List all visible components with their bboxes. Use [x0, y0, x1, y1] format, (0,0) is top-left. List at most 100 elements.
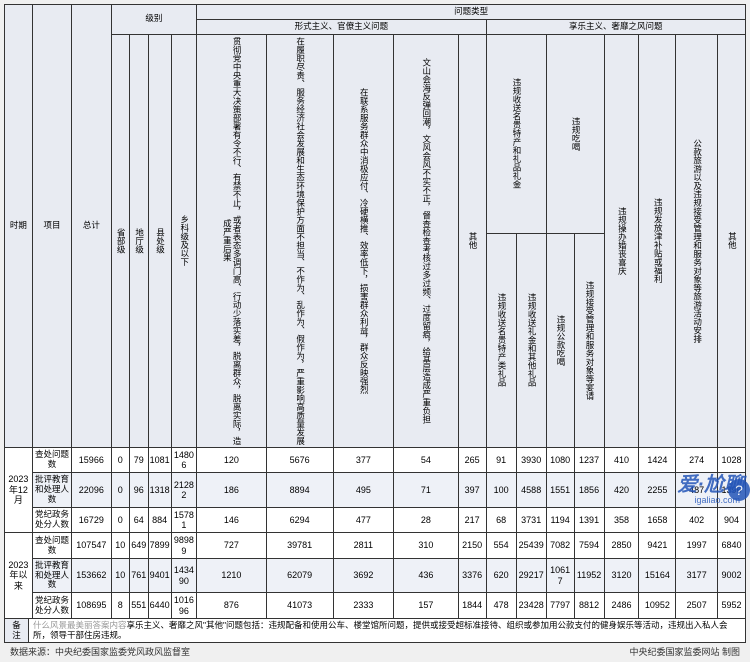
stats-table: 时期 项目 总计 级别 问题类型 形式主义、官僚主义问题 享乐主义、奢靡之风问题…: [4, 4, 746, 619]
data-cell: 3930: [516, 447, 546, 473]
data-cell: 8: [111, 593, 130, 619]
data-cell: 15164: [639, 558, 676, 592]
data-cell: 39781: [266, 533, 333, 559]
data-cell: 397: [458, 473, 486, 507]
note-label: 备注: [5, 618, 29, 643]
data-cell: 10: [111, 533, 130, 559]
data-cell: 0: [111, 473, 130, 507]
data-cell: 6440: [148, 593, 171, 619]
data-cell: 1424: [639, 447, 676, 473]
hdr-b3: 违规操办婚丧喜庆: [604, 34, 639, 447]
row-label: 批评教育和处理人数: [32, 558, 71, 592]
table-body: 2023年12月查处问题数159660791081148061205676377…: [5, 447, 746, 618]
data-cell: 761: [130, 558, 149, 592]
data-cell: 410: [604, 447, 639, 473]
data-cell: 9002: [718, 558, 746, 592]
data-cell: 11952: [574, 558, 604, 592]
data-cell: 91: [486, 447, 516, 473]
hdr-a4: 文山会海反弹回潮，文风会风不实不正，督查检查考核过多过频、过度留痕，给基层造成严…: [393, 34, 458, 447]
table-row: 2023年12月查处问题数159660791081148061205676377…: [5, 447, 746, 473]
hdr-level-group: 级别: [111, 5, 197, 35]
data-cell: 9421: [639, 533, 676, 559]
table-row: 批评教育和处理人数2209609613182128218688944957139…: [5, 473, 746, 507]
data-cell: 7594: [574, 533, 604, 559]
hdr-group-a: 形式主义、官僚主义问题: [197, 19, 486, 34]
hdr-b2a: 违规公款吃喝: [546, 233, 574, 447]
data-cell: 21282: [171, 473, 196, 507]
hdr-l1: 省部级: [111, 34, 130, 447]
data-cell: 54: [393, 447, 458, 473]
data-cell: 15966: [72, 447, 111, 473]
data-cell: 6840: [718, 533, 746, 559]
data-cell: 4588: [516, 473, 546, 507]
data-cell: 2486: [604, 593, 639, 619]
data-cell: 1237: [574, 447, 604, 473]
data-cell: 10952: [639, 593, 676, 619]
data-cell: 120: [197, 447, 266, 473]
data-cell: 7899: [148, 533, 171, 559]
row-label: 查处问题数: [32, 533, 71, 559]
data-cell: 79: [130, 447, 149, 473]
data-cell: 551: [130, 593, 149, 619]
hdr-group-b: 享乐主义、奢靡之风问题: [486, 19, 745, 34]
data-cell: 310: [393, 533, 458, 559]
period-cell: 2023年以来: [5, 533, 33, 619]
data-cell: 23428: [516, 593, 546, 619]
bottom-bar: 数据来源：中央纪委国家监委党风政风监督室 中央纪委国家监委网站 制图: [4, 643, 746, 658]
hdr-problem-type: 问题类型: [197, 5, 746, 20]
data-cell: 436: [393, 558, 458, 592]
data-cell: 1081: [148, 447, 171, 473]
data-cell: 649: [130, 533, 149, 559]
data-cell: 96: [130, 473, 149, 507]
hdr-b4: 违规发放津补贴或福利: [639, 34, 676, 447]
data-cell: 9401: [148, 558, 171, 592]
data-cell: 3692: [333, 558, 393, 592]
data-cell: 62079: [266, 558, 333, 592]
hdr-a5: 其他: [458, 34, 486, 447]
data-cell: 1318: [148, 473, 171, 507]
hdr-total: 总计: [72, 5, 111, 448]
data-cell: 101696: [171, 593, 196, 619]
hdr-b5: 公款旅游以及违规接受管理和服务对象等旅游活动安排: [676, 34, 718, 447]
note-text: 什么风景最美丽答案内容享乐主义、奢靡之风"其他"问题包括：违规配备和使用公车、楼…: [29, 618, 746, 643]
data-cell: 14806: [171, 447, 196, 473]
data-cell: 10617: [546, 558, 574, 592]
data-cell: 2811: [333, 533, 393, 559]
data-cell: 7797: [546, 593, 574, 619]
data-cell: 2507: [676, 593, 718, 619]
data-cell: 157: [393, 593, 458, 619]
hdr-project: 项目: [32, 5, 71, 448]
data-cell: 7082: [546, 533, 574, 559]
data-cell: 143490: [171, 558, 196, 592]
data-cell: 274: [676, 447, 718, 473]
data-cell: 1210: [197, 558, 266, 592]
watermark-icon: ?: [728, 479, 750, 501]
hdr-a2: 在履职尽责、服务经济社会发展和生态环境保护方面不担当、不作为、乱作为、假作为，严…: [266, 34, 333, 447]
row-label: 批评教育和处理人数: [32, 473, 71, 507]
table-row: 党纪政务处分人数10869585516440101696876410732333…: [5, 593, 746, 619]
data-cell: 495: [333, 473, 393, 507]
data-cell: 3376: [458, 558, 486, 592]
data-cell: 265: [458, 447, 486, 473]
hdr-l2: 地厅级: [130, 34, 149, 447]
hdr-b1g: 违规收送名贵特产和礼品礼金: [486, 34, 546, 233]
row-label: 查处问题数: [32, 447, 71, 473]
table-row: 批评教育和处理人数1536621076194011434901210620793…: [5, 558, 746, 592]
made-by: 中央纪委国家监委网站 制图: [629, 645, 740, 658]
hdr-b2b: 违规接受管理和服务对象等宴请: [574, 233, 604, 447]
data-cell: 2150: [458, 533, 486, 559]
data-cell: 8812: [574, 593, 604, 619]
data-cell: 554: [486, 533, 516, 559]
data-cell: 29217: [516, 558, 546, 592]
hdr-l3: 县处级: [148, 34, 171, 447]
data-cell: 107547: [72, 533, 111, 559]
data-cell: 153662: [72, 558, 111, 592]
hdr-b2g: 违规吃喝: [546, 34, 604, 233]
data-cell: 876: [197, 593, 266, 619]
data-cell: 1856: [574, 473, 604, 507]
data-cell: 10: [111, 558, 130, 592]
data-cell: 3177: [676, 558, 718, 592]
data-cell: 1551: [546, 473, 574, 507]
data-cell: 0: [111, 447, 130, 473]
data-cell: 22096: [72, 473, 111, 507]
